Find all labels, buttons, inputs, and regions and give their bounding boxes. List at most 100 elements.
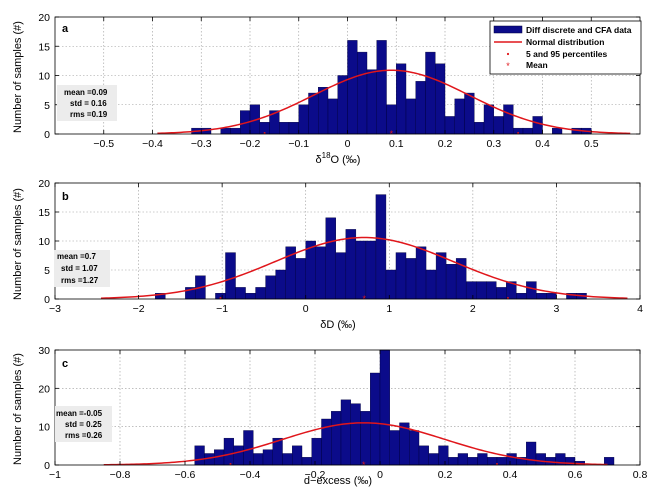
y-axis-label: Number of samples (#)	[12, 21, 24, 133]
histogram-bar	[357, 51, 368, 135]
x-axis-label: δD (‰)	[320, 319, 355, 331]
histogram-bar	[253, 453, 264, 466]
y-tick-label: 0	[44, 460, 50, 472]
legend-swatch-star: *	[506, 61, 510, 71]
histogram-bar	[425, 51, 436, 135]
x-tick-label: 4	[637, 303, 643, 315]
histogram-bar	[425, 269, 437, 300]
x-tick-label: −0.8	[110, 469, 131, 481]
histogram-bar	[370, 372, 381, 466]
histogram-bar	[262, 449, 273, 466]
histogram-bar	[337, 75, 348, 135]
histogram-bar	[454, 98, 465, 135]
y-tick-label: 10	[38, 422, 50, 434]
histogram-bar	[275, 269, 286, 300]
stats-mean: mean =0.09	[64, 88, 108, 97]
histogram-bar	[311, 437, 322, 466]
histogram-bar	[376, 40, 387, 135]
percentile-marker	[219, 297, 222, 299]
histogram-bar	[255, 287, 266, 300]
histogram-bar	[552, 127, 563, 135]
histogram-bar	[415, 246, 427, 300]
histogram-bar	[243, 430, 254, 466]
panel-label-b: b	[62, 191, 69, 203]
histogram-bar	[308, 92, 319, 135]
percentile-marker	[229, 463, 232, 465]
histogram-bar	[467, 457, 478, 466]
x-tick-label: 0.5	[584, 138, 599, 150]
x-tick-label: −0.2	[305, 469, 326, 481]
panel-c: *−1 −0.8 −0.6 −0.4 −0.2 0 0.2 0.4 0.6 0.80102030 …	[12, 345, 647, 487]
percentile-marker	[506, 297, 509, 299]
histogram-bar	[405, 258, 417, 300]
legend-label: Diff discrete and CFA data	[526, 25, 632, 35]
histogram-bar	[435, 63, 446, 135]
stats-box-b: mean =0.7 std = 1.07 rms =1.27	[54, 250, 110, 287]
y-tick-label: 0	[44, 294, 50, 306]
x-tick-label: 0	[303, 303, 309, 315]
stats-std: std = 1.07	[61, 264, 98, 273]
histogram-bar	[235, 287, 246, 300]
histogram-bar	[496, 457, 507, 466]
histogram-bar	[506, 453, 517, 466]
histogram-bar	[282, 453, 293, 466]
x-tick-label: 2	[470, 303, 476, 315]
legend-label: Mean	[526, 60, 548, 70]
stats-box-a: mean =0.09 std = 0.16 rms =0.19	[57, 85, 117, 121]
histogram-bar	[465, 281, 477, 300]
y-axis-label: Number of samples (#)	[12, 188, 24, 300]
stats-mean: mean =-0.05	[56, 409, 103, 418]
stats-rms: rms =1.27	[61, 276, 99, 285]
histogram-bar	[445, 264, 457, 300]
histogram-bar	[225, 252, 236, 300]
legend-label: Normal distribution	[526, 37, 604, 47]
histogram-bar	[279, 122, 290, 135]
x-tick-label: 0.4	[503, 469, 518, 481]
stats-std: std = 0.25	[65, 420, 102, 429]
histogram-bar	[230, 127, 241, 135]
stats-rms: rms =0.26	[65, 431, 103, 440]
x-tick-label: 3	[554, 303, 560, 315]
x-tick-label: −0.1	[288, 138, 309, 150]
x-tick-label: −1	[49, 469, 61, 481]
y-tick-label: 0	[44, 129, 50, 141]
legend-label: 5 and 95 percentiles	[526, 49, 608, 59]
histogram-bar	[315, 246, 326, 300]
histogram-bar	[295, 258, 306, 300]
histogram-bar	[526, 441, 537, 466]
histogram-bar	[365, 240, 377, 300]
stats-std: std = 0.16	[70, 99, 107, 108]
histogram-bar	[476, 281, 487, 300]
histogram-bar	[292, 445, 303, 466]
y-tick-label: 20	[38, 383, 50, 395]
x-tick-label: −0.3	[191, 138, 212, 150]
histogram-bar	[288, 122, 299, 135]
histogram-bar	[345, 229, 357, 300]
stats-mean: mean =0.7	[57, 252, 96, 261]
histogram-bar	[464, 92, 475, 135]
percentile-marker	[496, 463, 498, 465]
histogram-bar	[536, 293, 547, 300]
legend-swatch-dot	[506, 52, 510, 56]
normal-distribution-curve	[100, 236, 628, 299]
normal-distribution-curve	[157, 69, 631, 135]
y-tick-label: 10	[38, 236, 50, 248]
histogram-bar	[245, 293, 256, 300]
histogram-bar	[395, 252, 407, 300]
x-tick-label: −0.6	[175, 469, 196, 481]
histogram-bar	[535, 453, 546, 466]
x-tick-label: −2	[133, 303, 145, 315]
histogram-bar	[325, 217, 336, 300]
histogram-bar	[457, 453, 468, 466]
histogram-bar	[301, 457, 312, 466]
x-tick-label: 0.8	[633, 469, 648, 481]
histogram-bar	[389, 430, 400, 466]
y-tick-label: 15	[38, 207, 50, 219]
percentile-marker	[517, 132, 520, 134]
x-tick-label: 0.3	[486, 138, 501, 150]
panel-a: * −0.5 −0.4 −0.3 −0.2 −0.1 0 0.1 0.2 0.3 0.4 0.5 0 5 1…	[12, 12, 641, 166]
percentile-marker	[263, 132, 266, 134]
histogram-bar	[448, 457, 459, 466]
stats-rms: rms =0.19	[70, 110, 108, 119]
